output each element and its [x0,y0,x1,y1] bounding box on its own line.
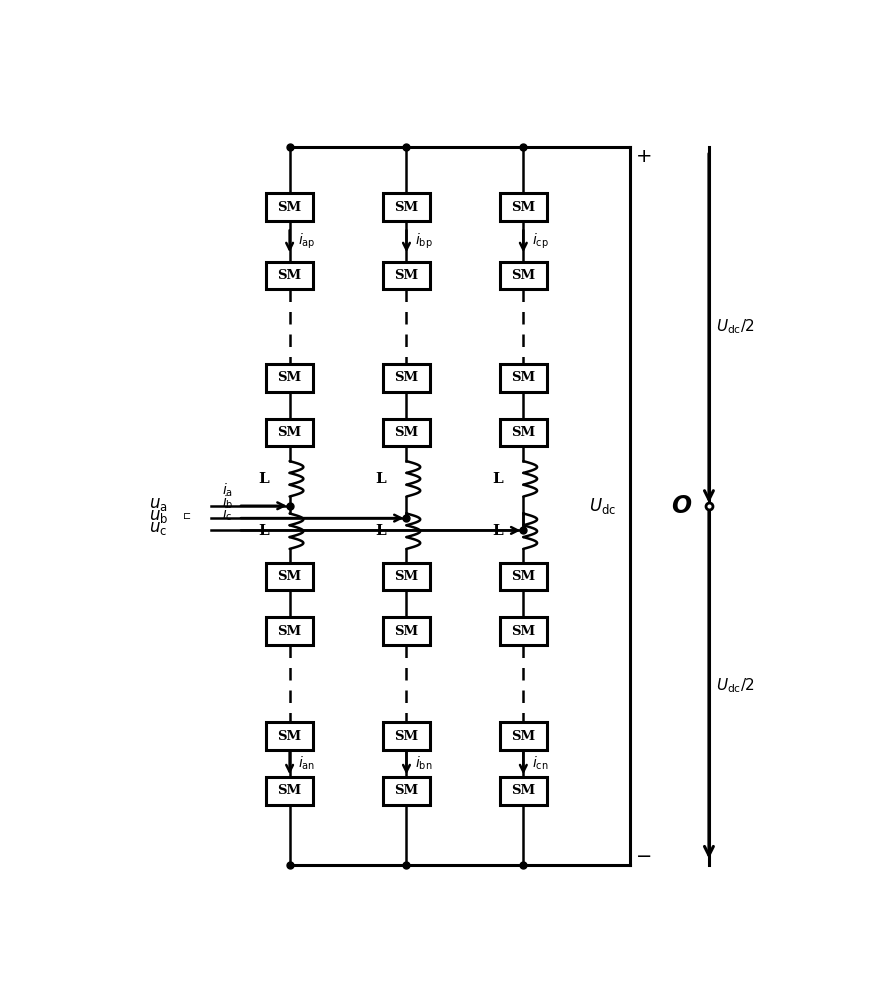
Text: SM: SM [277,371,301,384]
Text: SM: SM [510,269,535,282]
Text: $\boldsymbol{O}$: $\boldsymbol{O}$ [670,494,691,518]
Text: $i_{\mathrm{bp}}$: $i_{\mathrm{bp}}$ [415,232,431,251]
Text: $u_{\mathrm{b}}$: $u_{\mathrm{b}}$ [149,508,167,525]
Text: SM: SM [394,570,418,583]
Text: $i_{\mathrm{ap}}$: $i_{\mathrm{ap}}$ [298,232,315,251]
Text: $i_{\mathrm{b}}$: $i_{\mathrm{b}}$ [222,494,233,511]
Text: $u_{\mathrm{c}}$: $u_{\mathrm{c}}$ [149,520,167,537]
Text: SM: SM [277,426,301,439]
Text: SM: SM [394,201,418,214]
Text: L: L [492,524,502,538]
Bar [266,563,313,590]
Text: SM: SM [510,570,535,583]
Text: SM: SM [394,625,418,638]
Text: $i_{\mathrm{cn}}$: $i_{\mathrm{cn}}$ [531,755,548,772]
Text: $+$: $+$ [634,148,651,166]
Text: L: L [492,472,502,486]
Text: L: L [258,524,268,538]
Bar [500,617,546,645]
Text: $i_{\mathrm{a}}$: $i_{\mathrm{a}}$ [222,481,233,499]
Bar [500,419,546,446]
Text: L: L [375,524,385,538]
Text: SM: SM [394,269,418,282]
Text: $\sqsubset$: $\sqsubset$ [181,511,191,521]
Text: $-$: $-$ [634,846,651,864]
Bar [383,563,430,590]
Text: SM: SM [277,269,301,282]
Bar [383,364,430,392]
Bar [266,777,313,805]
Text: $i_{\mathrm{cp}}$: $i_{\mathrm{cp}}$ [531,232,548,251]
Text: SM: SM [277,730,301,742]
Text: SM: SM [277,201,301,214]
Bar [266,364,313,392]
Bar [383,722,430,750]
Text: SM: SM [510,201,535,214]
Text: SM: SM [510,625,535,638]
Bar [500,262,546,289]
Bar [266,193,313,221]
Text: L: L [258,472,268,486]
Text: L: L [375,472,385,486]
Bar [266,419,313,446]
Text: SM: SM [510,784,535,797]
Text: $U_{\mathrm{dc}}/2$: $U_{\mathrm{dc}}/2$ [715,317,754,336]
Bar [266,262,313,289]
Bar [383,419,430,446]
Bar [383,777,430,805]
Text: SM: SM [394,730,418,742]
Bar [266,617,313,645]
Bar [383,262,430,289]
Bar [500,193,546,221]
Text: SM: SM [277,784,301,797]
Text: SM: SM [277,625,301,638]
Bar [383,193,430,221]
Bar [500,722,546,750]
Text: SM: SM [510,371,535,384]
Bar [383,617,430,645]
Text: SM: SM [510,730,535,742]
Text: $U_{\mathrm{dc}}$: $U_{\mathrm{dc}}$ [588,496,615,516]
Bar [500,364,546,392]
Text: $u_{\mathrm{a}}$: $u_{\mathrm{a}}$ [149,496,167,513]
Text: SM: SM [510,426,535,439]
Text: SM: SM [277,570,301,583]
Bar [500,563,546,590]
Text: $i_{\mathrm{bn}}$: $i_{\mathrm{bn}}$ [415,755,431,772]
Text: SM: SM [394,784,418,797]
Text: $i_{\mathrm{an}}$: $i_{\mathrm{an}}$ [298,755,315,772]
Text: $U_{\mathrm{dc}}/2$: $U_{\mathrm{dc}}/2$ [715,676,754,695]
Bar [266,722,313,750]
Text: SM: SM [394,426,418,439]
Bar [500,777,546,805]
Text: SM: SM [394,371,418,384]
Text: $i_{\mathrm{c}}$: $i_{\mathrm{c}}$ [222,506,233,523]
